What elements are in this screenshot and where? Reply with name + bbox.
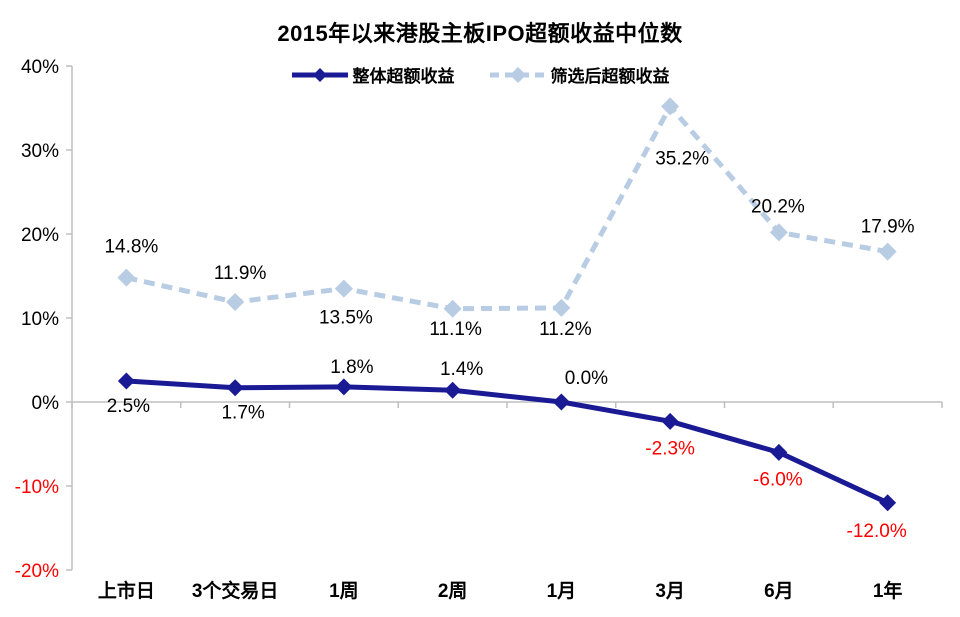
data-point-label: 1.4% — [440, 359, 483, 380]
legend-item-filtered: 筛选后超额收益 — [489, 62, 670, 87]
data-point-marker — [769, 223, 788, 242]
chart-title: 2015年以来港股主板IPO超额收益中位数 — [277, 21, 683, 46]
data-point-marker — [552, 393, 570, 411]
series-line-筛选后超额收益 — [125, 103, 889, 312]
data-point-marker — [117, 268, 136, 287]
x-axis-category-label: 6月 — [764, 581, 794, 602]
data-point-marker — [443, 299, 462, 318]
data-point-label: 11.9% — [214, 263, 267, 284]
data-point-marker — [226, 379, 244, 397]
y-axis-tick-label: 0% — [32, 393, 60, 414]
y-axis-tick-label: 30% — [21, 141, 59, 162]
data-point-label: 14.8% — [104, 237, 158, 258]
x-axis-category-label: 3月 — [655, 581, 685, 602]
data-point-marker — [770, 443, 788, 461]
data-point-label: 11.2% — [539, 319, 592, 340]
x-axis-category-label: 上市日 — [98, 579, 155, 602]
chart-legend: 整体超额收益 筛选后超额收益 — [0, 62, 960, 87]
data-point-marker — [879, 494, 897, 512]
data-point-marker — [661, 97, 680, 116]
data-point-label: 17.9% — [861, 217, 915, 238]
data-point-label: -12.0% — [847, 521, 907, 542]
data-point-label: 1.7% — [221, 403, 264, 424]
data-point-marker — [117, 372, 135, 390]
y-axis-tick-label: 10% — [21, 309, 59, 330]
data-point-label: 0.0% — [565, 368, 608, 389]
legend-item-overall: 整体超额收益 — [291, 62, 455, 87]
x-axis-category-label: 2周 — [438, 580, 468, 602]
data-point-marker — [335, 378, 353, 396]
data-point-label: 2.5% — [107, 396, 150, 417]
data-point-label: 11.1% — [429, 319, 482, 340]
solid-line-diamond-icon — [291, 67, 348, 82]
y-axis-tick-label: 20% — [21, 225, 59, 246]
y-axis-tick-label: 40% — [21, 57, 59, 78]
x-axis-category-label: 3个交易日 — [192, 579, 279, 602]
data-point-marker — [878, 242, 897, 261]
data-point-label: 20.2% — [751, 196, 805, 217]
legend-label-overall: 整体超额收益 — [352, 67, 455, 86]
data-point-marker — [444, 381, 462, 399]
x-axis-category-label: 1月 — [547, 581, 577, 602]
data-point-marker — [661, 412, 679, 430]
y-axis-tick-label: -10% — [15, 477, 59, 498]
data-point-marker — [226, 293, 245, 312]
data-point-label: 35.2% — [655, 148, 709, 169]
y-axis-tick-label: -20% — [15, 561, 59, 582]
dashed-line-diamond-icon — [489, 66, 546, 83]
data-point-marker — [552, 298, 571, 317]
data-point-marker — [334, 279, 353, 298]
x-axis-category-label: 1周 — [329, 580, 359, 602]
x-axis-category-label: 1年 — [873, 579, 903, 602]
legend-label-filtered: 筛选后超额收益 — [550, 67, 670, 86]
data-point-label: 1.8% — [330, 357, 373, 378]
data-point-label: 13.5% — [319, 308, 373, 329]
data-point-label: -6.0% — [753, 469, 803, 490]
data-point-label: -2.3% — [645, 438, 695, 459]
series-line-整体超额收益 — [126, 378, 889, 506]
